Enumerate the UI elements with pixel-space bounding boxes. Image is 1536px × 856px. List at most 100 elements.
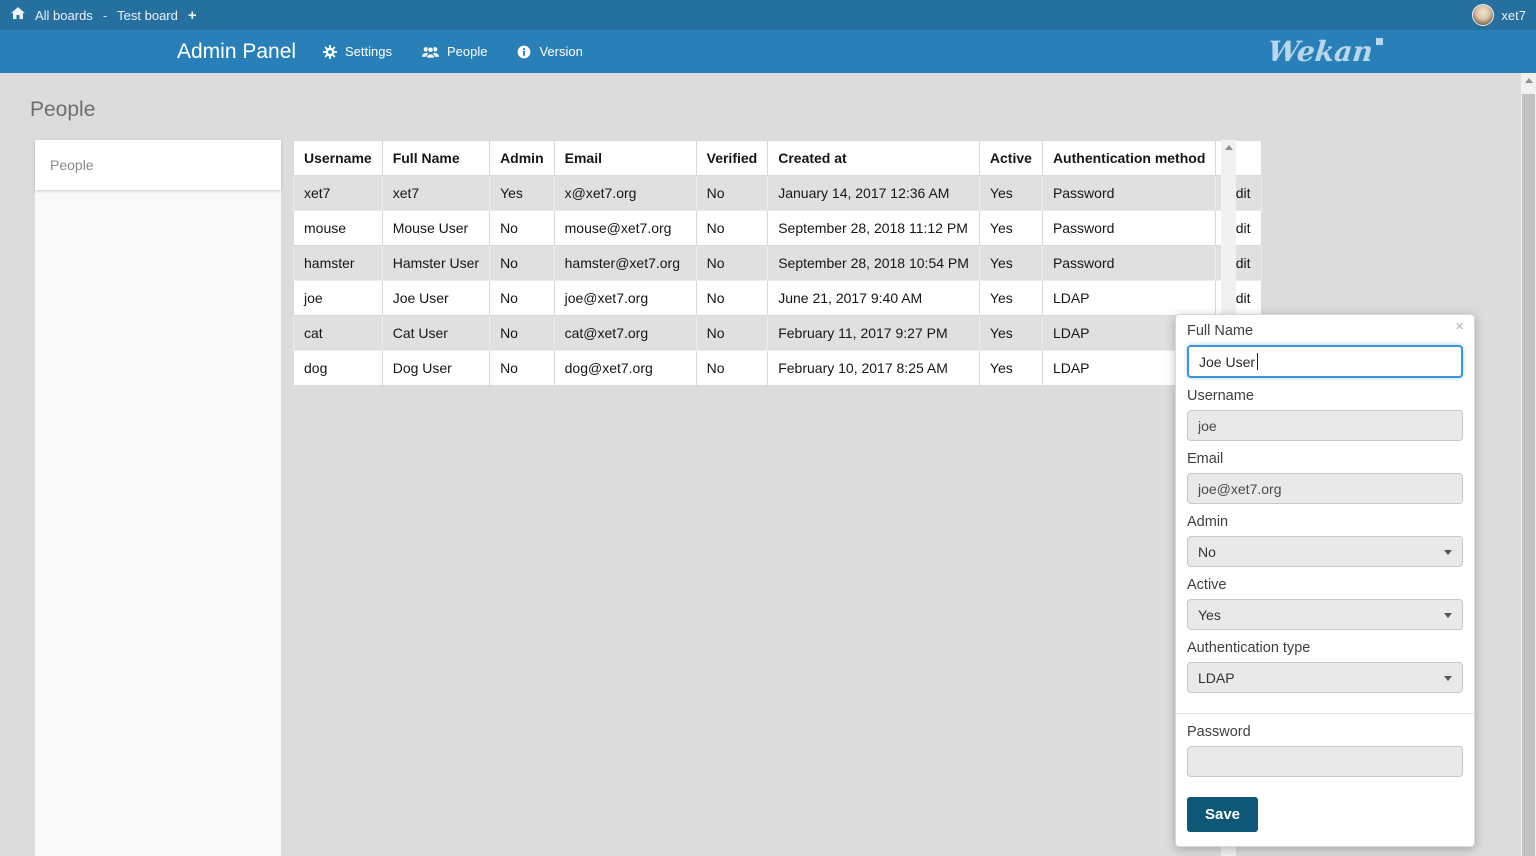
cell-admin: No [489, 245, 555, 281]
admin-label: Admin [1187, 514, 1229, 530]
avatar[interactable] [1472, 4, 1495, 26]
cell-verified: No [695, 350, 769, 386]
breadcrumb-all-boards[interactable]: All boards [35, 7, 93, 23]
cell-username: cat [293, 315, 383, 351]
admin-nav: Settings People Version [323, 30, 583, 73]
cell-email: cat@xet7.org [553, 315, 697, 351]
cell-username: joe [293, 280, 383, 316]
username-input[interactable] [1187, 410, 1463, 441]
col-email: Email [553, 140, 697, 176]
table-row: xet7 xet7 Yes x@xet7.org No January 14, 2017 … [293, 175, 1262, 211]
cell-full-name: Dog User [381, 350, 491, 386]
col-full-name: Full Name [381, 140, 491, 176]
col-admin: Admin [489, 140, 555, 176]
page-title: People [30, 98, 96, 121]
auth-type-select-value: LDAP [1198, 669, 1235, 686]
gear-icon [323, 44, 337, 59]
nav-label: People [446, 44, 488, 59]
cell-verified: No [695, 175, 769, 211]
col-created-at: Created at [767, 140, 980, 176]
cell-auth-method: Password [1041, 245, 1217, 281]
password-label: Password [1187, 724, 1251, 740]
cell-created-at: September 28, 2018 11:12 PM [767, 210, 980, 246]
cell-admin: No [489, 280, 555, 316]
cell-created-at: January 14, 2017 12:36 AM [767, 175, 980, 211]
nav-version[interactable]: Version [517, 44, 583, 59]
people-table-wrap: Username Full Name Admin Email Verified Creat… [293, 140, 1262, 386]
cell-verified: No [695, 245, 769, 281]
col-username: Username [293, 140, 383, 176]
cell-full-name: Joe User [381, 280, 491, 316]
cell-created-at: February 10, 2017 8:25 AM [767, 350, 980, 386]
cell-email: hamster@xet7.org [553, 245, 697, 281]
active-select[interactable]: Yes [1187, 599, 1463, 630]
scroll-up-icon[interactable] [1521, 73, 1536, 88]
auth-type-select[interactable]: LDAP [1187, 662, 1463, 693]
email-label: Email [1187, 451, 1224, 467]
cell-full-name: Mouse User [381, 210, 491, 246]
text-caret [1257, 353, 1258, 370]
col-active: Active [978, 140, 1043, 176]
edit-user-popup: × Full Name Username Email Admin No Acti… [1175, 314, 1475, 847]
scroll-up-icon[interactable] [1221, 140, 1236, 155]
admin-select-value: No [1198, 543, 1216, 560]
cell-active: Yes [978, 350, 1043, 386]
add-board-icon[interactable]: + [187, 6, 197, 24]
breadcrumb-separator: - [102, 7, 108, 23]
nav-people[interactable]: People [421, 44, 488, 59]
full-name-input[interactable] [1187, 345, 1463, 378]
people-table: Username Full Name Admin Email Verified Creat… [293, 140, 1262, 386]
table-row: hamster Hamster User No hamster@xet7.org No S… [293, 245, 1262, 281]
table-row: cat Cat User No cat@xet7.org No February 11, … [293, 315, 1262, 351]
page-scrollbar[interactable] [1521, 73, 1536, 856]
active-select-value: Yes [1198, 606, 1221, 623]
cell-auth-method: LDAP [1041, 280, 1217, 316]
home-icon[interactable] [11, 7, 25, 23]
cell-active: Yes [978, 245, 1043, 281]
cell-full-name: xet7 [381, 175, 491, 211]
cell-verified: No [695, 210, 769, 246]
save-button[interactable]: Save [1187, 797, 1258, 832]
table-header-row: Username Full Name Admin Email Verified Creat… [293, 140, 1262, 176]
wekan-logo-text: Wekan [1266, 35, 1375, 68]
cell-email: joe@xet7.org [553, 280, 697, 316]
active-label: Active [1187, 577, 1227, 593]
cell-auth-method: Password [1041, 210, 1217, 246]
cell-username: mouse [293, 210, 383, 246]
breadcrumb-board-name[interactable]: Test board [117, 7, 178, 23]
scrollbar-thumb[interactable] [1522, 94, 1535, 856]
popup-divider [1176, 713, 1474, 714]
table-row: dog Dog User No dog@xet7.org No February 10, … [293, 350, 1262, 386]
password-input[interactable] [1187, 746, 1463, 777]
sidebar-item-people[interactable]: People [35, 140, 281, 190]
wekan-logo-square [1375, 38, 1383, 45]
chevron-down-icon [1444, 676, 1452, 681]
cell-admin: No [489, 350, 555, 386]
user-menu[interactable]: xet7 [1472, 4, 1536, 26]
nav-label: Settings [345, 44, 392, 59]
chevron-down-icon [1444, 550, 1452, 555]
cell-auth-method: Password [1041, 175, 1217, 211]
full-name-label: Full Name [1187, 323, 1254, 339]
cell-verified: No [695, 315, 769, 351]
close-icon[interactable]: × [1455, 318, 1464, 335]
admin-select[interactable]: No [1187, 536, 1463, 567]
cell-admin: No [489, 315, 555, 351]
wekan-logo: Wekan [1266, 30, 1383, 73]
table-row: joe Joe User No joe@xet7.org No June 21, 2017… [293, 280, 1262, 316]
col-verified: Verified [695, 140, 769, 176]
cell-email: x@xet7.org [553, 175, 697, 211]
auth-type-label: Authentication type [1187, 640, 1311, 656]
nav-settings[interactable]: Settings [323, 44, 392, 59]
info-icon [517, 45, 531, 59]
cell-active: Yes [978, 210, 1043, 246]
admin-header: Admin Panel Settings People Version Wekan [0, 30, 1536, 73]
top-navbar: All boards - Test board + xet7 [0, 0, 1536, 30]
cell-created-at: September 28, 2018 10:54 PM [767, 245, 980, 281]
cell-active: Yes [978, 175, 1043, 211]
cell-created-at: February 11, 2017 9:27 PM [767, 315, 980, 351]
cell-username: hamster [293, 245, 383, 281]
email-input[interactable] [1187, 473, 1463, 504]
breadcrumb: All boards - Test board + [0, 7, 197, 23]
table-row: mouse Mouse User No mouse@xet7.org No Septemb… [293, 210, 1262, 246]
